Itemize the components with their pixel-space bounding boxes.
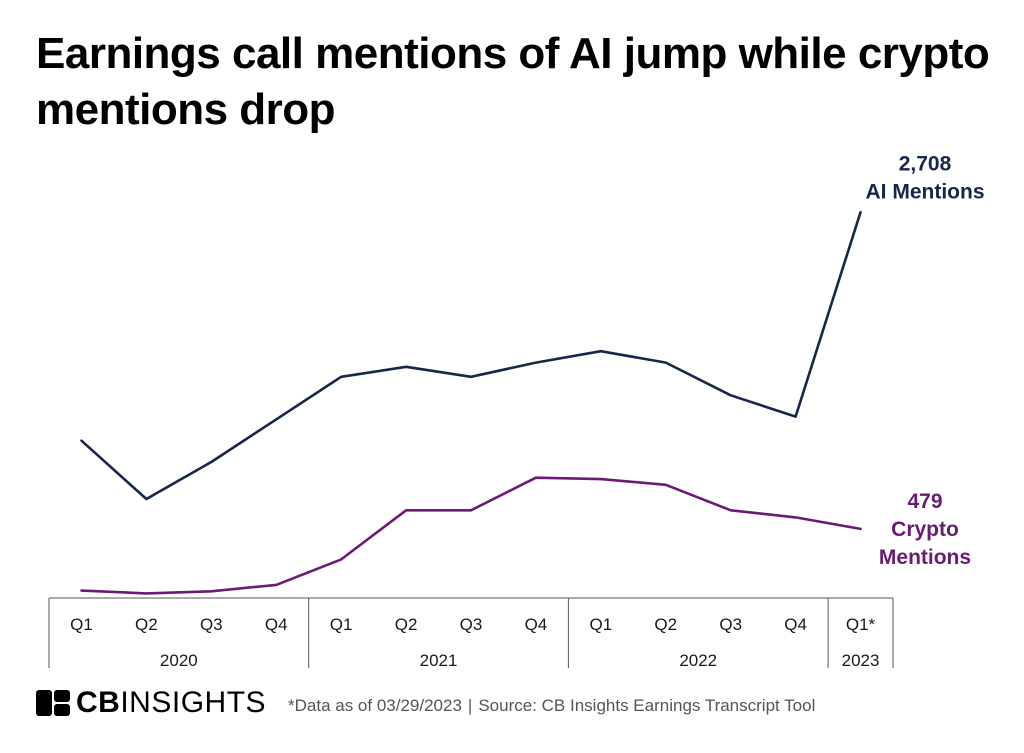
x-tick-label: Q4 xyxy=(784,615,807,634)
note-separator: | xyxy=(467,696,473,715)
x-tick-label: Q2 xyxy=(654,615,677,634)
x-tick-label: Q3 xyxy=(719,615,742,634)
cb-insights-logo: CBINSIGHTS xyxy=(36,686,267,719)
year-label-2020: 2020 xyxy=(160,651,198,670)
x-tick-label: Q4 xyxy=(525,615,548,634)
logo-wordmark: CBINSIGHTS xyxy=(76,686,267,719)
x-tick-label: Q3 xyxy=(460,615,483,634)
year-label-2023: 2023 xyxy=(842,651,880,670)
source-text: Source: CB Insights Earnings Transcript … xyxy=(478,696,816,715)
ai-mentions-line xyxy=(80,211,862,501)
crypto-mentions-line xyxy=(80,476,862,595)
ai-mentions-end-value: 2,708 xyxy=(899,152,952,175)
x-tick-label: Q1 xyxy=(590,615,613,634)
source-note: *Data as of 03/29/2023 | Source: CB Insigh… xyxy=(288,694,888,718)
series-end-labels: 2,708 AI Mentions 479 Crypto Mentions xyxy=(866,152,985,569)
crypto-mentions-end-label: Mentions xyxy=(879,546,971,569)
crypto-mentions-end-label: Crypto xyxy=(891,518,959,541)
x-tick-label: Q3 xyxy=(200,615,223,634)
year-label-2022: 2022 xyxy=(679,651,717,670)
x-tick-label: Q2 xyxy=(395,615,418,634)
x-tick-label: Q2 xyxy=(135,615,158,634)
x-axis: 2020 2021 2022 2023 Q1 Q2 Q3 Q4 Q1 Q2 Q3 Q4 Q1 Q2 Q3 Q4… xyxy=(48,597,894,670)
year-label-2021: 2021 xyxy=(420,651,458,670)
chart-title: Earnings call mentions of AI jump while … xyxy=(36,29,990,134)
x-tick-label: Q1 xyxy=(70,615,93,634)
footer: CBINSIGHTS *Data as of 03/29/2023 | Source… xyxy=(36,686,996,744)
x-tick-label: Q1 xyxy=(330,615,353,634)
line-chart: 2020 2021 2022 2023 Q1 Q2 Q3 Q4 Q1 Q2 Q3 Q4 Q1 Q2 Q3 Q4… xyxy=(48,152,985,670)
ai-mentions-end-label: AI Mentions xyxy=(866,180,985,203)
series-layer xyxy=(80,211,862,595)
x-tick-label: Q1* xyxy=(846,615,876,634)
x-tick-label: Q4 xyxy=(265,615,288,634)
data-date-note: *Data as of 03/29/2023 xyxy=(288,696,462,715)
crypto-mentions-end-value: 479 xyxy=(907,490,942,513)
cb-logo-mark-icon xyxy=(36,690,70,716)
